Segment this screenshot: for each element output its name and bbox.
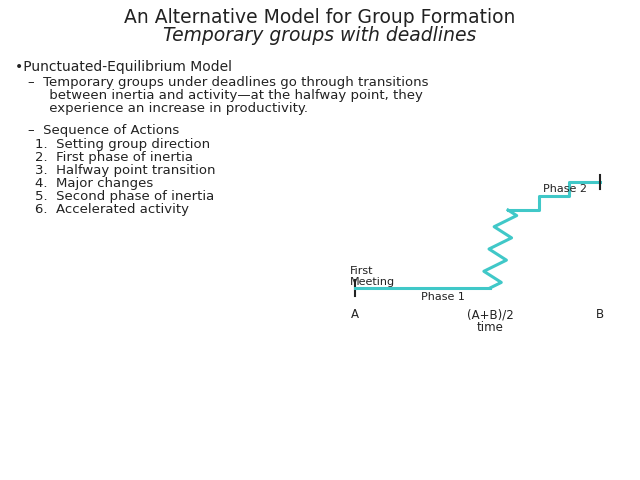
Text: between inertia and activity—at the halfway point, they: between inertia and activity—at the half… (28, 89, 423, 102)
Text: •Punctuated-Equilibrium Model: •Punctuated-Equilibrium Model (15, 60, 232, 74)
Text: 2.  First phase of inertia: 2. First phase of inertia (35, 151, 193, 164)
Text: Temporary groups with deadlines: Temporary groups with deadlines (163, 26, 477, 45)
Text: time: time (477, 321, 504, 334)
Text: Phase 1: Phase 1 (420, 292, 465, 302)
Text: Phase 2: Phase 2 (543, 184, 587, 194)
Text: 5.  Second phase of inertia: 5. Second phase of inertia (35, 190, 214, 203)
Text: Meeting: Meeting (350, 277, 395, 287)
Text: 4.  Major changes: 4. Major changes (35, 177, 153, 190)
Text: B: B (596, 308, 604, 321)
Text: –  Sequence of Actions: – Sequence of Actions (28, 124, 179, 137)
Text: 1.  Setting group direction: 1. Setting group direction (35, 138, 210, 151)
Text: First: First (350, 266, 374, 276)
Text: –  Temporary groups under deadlines go through transitions: – Temporary groups under deadlines go th… (28, 76, 429, 89)
Text: An Alternative Model for Group Formation: An Alternative Model for Group Formation (124, 8, 516, 27)
Text: A: A (351, 308, 359, 321)
Text: experience an increase in productivity.: experience an increase in productivity. (28, 102, 308, 115)
Text: 3.  Halfway point transition: 3. Halfway point transition (35, 164, 216, 177)
Text: (A+B)/2: (A+B)/2 (467, 308, 513, 321)
Text: 6.  Accelerated activity: 6. Accelerated activity (35, 203, 189, 216)
